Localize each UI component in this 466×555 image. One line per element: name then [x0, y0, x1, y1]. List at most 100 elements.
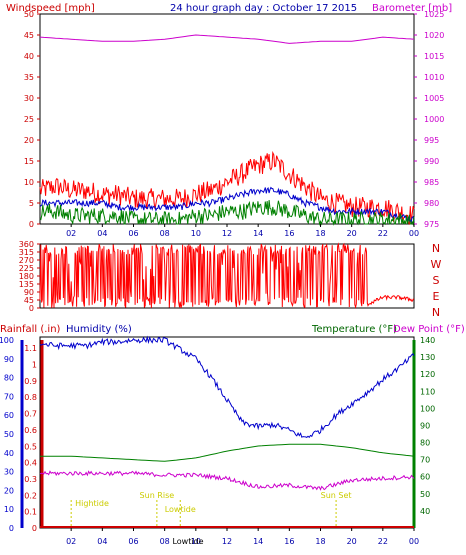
- windspeed-tick-label: 20: [24, 136, 34, 145]
- humidity-x-tick-label: 20: [347, 537, 357, 546]
- windspeed-tick-label: 50: [24, 10, 34, 19]
- humidity-axis-title: Humidity (%): [66, 324, 132, 335]
- wind-x-tick-label: 20: [347, 229, 357, 238]
- direction-tick-label: 135: [19, 280, 34, 289]
- humidity-x-tick-label: 02: [66, 537, 76, 546]
- event-label: Sun Rise: [140, 491, 175, 500]
- direction-tick-label: 225: [19, 264, 34, 273]
- windspeed-tick-label: 10: [24, 178, 34, 187]
- barometer-tick-label: 1015: [424, 52, 444, 61]
- wind-x-tick-label: 02: [66, 229, 76, 238]
- windspeed-tick-label: 25: [24, 115, 34, 124]
- direction-letter: N: [432, 242, 440, 255]
- humidity-x-tick-label: 22: [378, 537, 388, 546]
- humidity-panel-series-1: [40, 443, 415, 462]
- direction-letter: N: [432, 306, 440, 319]
- windspeed-tick-label: 40: [24, 52, 34, 61]
- event-label: Lowtide: [165, 505, 196, 514]
- humidity-tick-label: 30: [4, 468, 14, 477]
- rainfall-tick-label: 0.1: [24, 508, 37, 517]
- wind-x-tick-label: 08: [160, 229, 170, 238]
- temperature-axis-title: Temperature (°F): [311, 324, 397, 335]
- humidity-tick-label: 60: [4, 411, 14, 420]
- lowtide-bottom-label: Lowtide: [172, 537, 203, 546]
- wind-panel-frame: [39, 13, 415, 225]
- humidity-tick-label: 20: [4, 486, 14, 495]
- rainfall-tick-label: 0: [32, 524, 37, 533]
- barometer-tick-label: 995: [424, 136, 439, 145]
- wind-x-tick-label: 14: [253, 229, 263, 238]
- direction-tick-label: 180: [19, 272, 34, 281]
- chart-title: 24 hour graph day : October 17 2015: [170, 3, 357, 14]
- wind-x-tick-label: 04: [97, 229, 107, 238]
- wind-x-tick-label: 16: [284, 229, 294, 238]
- temperature-tick-label: 60: [420, 473, 430, 482]
- wind-x-tick-label: 10: [191, 229, 201, 238]
- wind-x-tick-label: 00: [409, 229, 419, 238]
- direction-tick-label: 0: [29, 304, 34, 313]
- humidity-tick-label: 40: [4, 449, 14, 458]
- direction-tick-label: 360: [19, 240, 34, 249]
- windspeed-tick-label: 30: [24, 94, 34, 103]
- windspeed-tick-label: 5: [29, 199, 34, 208]
- humidity-tick-label: 0: [9, 524, 14, 533]
- humidity-tick-label: 80: [4, 374, 14, 383]
- rainfall-tick-label: 1: [32, 361, 37, 370]
- humidity-tick-label: 100: [0, 336, 14, 345]
- humidity-tick-label: 70: [4, 392, 14, 401]
- humidity-x-tick-label: 10: [191, 537, 201, 546]
- wind-series-1: [39, 186, 415, 224]
- wind-x-tick-label: 06: [128, 229, 138, 238]
- windspeed-tick-label: 0: [29, 220, 34, 229]
- humidity-x-tick-label: 16: [284, 537, 294, 546]
- wind-series-2: [39, 200, 415, 226]
- rainfall-tick-label: 0.4: [24, 459, 37, 468]
- direction-letter: S: [433, 274, 440, 287]
- direction-tick-label: 90: [24, 288, 34, 297]
- rainfall-tick-label: 0.3: [24, 475, 37, 484]
- temperature-tick-label: 70: [420, 456, 430, 465]
- barometer-tick-label: 990: [424, 157, 439, 166]
- temperature-tick-label: 90: [420, 421, 430, 430]
- rainfall-tick-label: 0.2: [24, 491, 37, 500]
- wind-x-tick-label: 22: [378, 229, 388, 238]
- barometer-tick-label: 1020: [424, 31, 444, 40]
- humidity-x-tick-label: 06: [128, 537, 138, 546]
- barometer-tick-label: 985: [424, 178, 439, 187]
- direction-letter: W: [431, 258, 442, 271]
- barometer-tick-label: 1000: [424, 115, 444, 124]
- temperature-tick-label: 40: [420, 507, 430, 516]
- wind-x-tick-label: 12: [222, 229, 232, 238]
- direction-letter: E: [433, 290, 440, 303]
- humidity-x-tick-label: 08: [160, 537, 170, 546]
- rainfall-tick-label: 0.9: [24, 377, 37, 386]
- humidity-x-tick-label: 14: [253, 537, 263, 546]
- direction-tick-label: 270: [19, 256, 34, 265]
- barometer-tick-label: 1005: [424, 94, 444, 103]
- rainfall-axis-title: Rainfall (.in): [0, 324, 61, 335]
- rainfall-tick-label: 0.8: [24, 393, 37, 402]
- humidity-panel-series-2: [39, 470, 415, 491]
- direction-series: [39, 242, 415, 310]
- rainfall-tick-label: 0.7: [24, 410, 37, 419]
- wind-series-0: [39, 150, 415, 226]
- humidity-tick-label: 90: [4, 355, 14, 364]
- windspeed-tick-label: 45: [24, 31, 34, 40]
- temperature-tick-label: 120: [420, 370, 435, 379]
- humidity-x-tick-label: 00: [409, 537, 419, 546]
- temperature-tick-label: 100: [420, 404, 435, 413]
- humidity-panel-series-0: [39, 335, 415, 439]
- barometer-tick-label: 1025: [424, 10, 444, 19]
- windspeed-tick-label: 35: [24, 73, 34, 82]
- windspeed-tick-label: 15: [24, 157, 34, 166]
- temperature-tick-label: 80: [420, 439, 430, 448]
- barometer-tick-label: 1010: [424, 73, 444, 82]
- humidity-x-tick-label: 12: [222, 537, 232, 546]
- barometer-tick-label: 975: [424, 220, 439, 229]
- humidity-tick-label: 10: [4, 505, 14, 514]
- direction-tick-label: 45: [24, 296, 34, 305]
- rainfall-tick-label: 1.1: [24, 344, 37, 353]
- humidity-x-tick-label: 18: [315, 537, 325, 546]
- temperature-tick-label: 50: [420, 490, 430, 499]
